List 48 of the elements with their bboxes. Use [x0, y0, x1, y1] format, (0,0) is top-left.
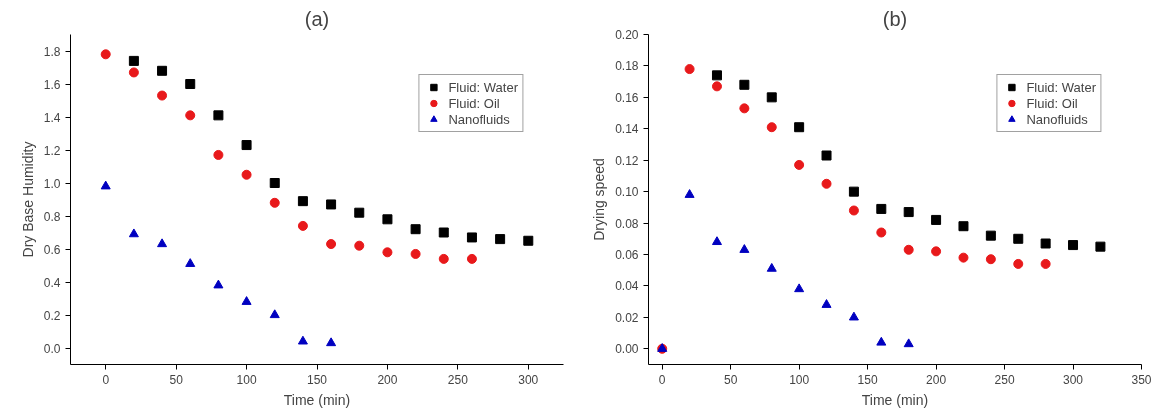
y-axis-title: Drying speed: [591, 158, 608, 241]
y-tick-label: 0.10: [615, 185, 639, 200]
x-tick-label: 300: [1063, 372, 1084, 387]
x-tick-label: 50: [723, 372, 738, 387]
y-tick-label: 1.6: [43, 77, 61, 92]
x-tick-label: 100: [789, 372, 810, 387]
y-axis-title: Dry Base Humidity: [19, 141, 36, 258]
x-axis-title: Time (min): [283, 391, 351, 408]
x-tick-label: 150: [306, 372, 328, 387]
y-tick-label: 0.18: [615, 59, 639, 74]
y-tick-label: 0.12: [615, 153, 639, 168]
legend-label: Fluid: Water: [448, 79, 518, 95]
y-tick-label: 0.08: [615, 216, 639, 231]
x-tick-label: 250: [447, 372, 469, 387]
x-tick-label: 50: [169, 372, 184, 387]
y-tick-label: 0.06: [615, 248, 639, 262]
legend-label: Fluid: Water: [1026, 79, 1096, 95]
y-tick-label: 1.0: [43, 176, 61, 191]
x-tick-label: 200: [377, 372, 398, 387]
x-tick-label: 0: [102, 372, 110, 387]
legend-label: Nanofluids: [1026, 111, 1088, 127]
y-tick-label: 0.02: [615, 310, 639, 325]
y-tick-label: 0.2: [43, 308, 61, 323]
x-tick-label: 350: [1131, 372, 1152, 387]
legend-label: Nanofluids: [448, 111, 510, 127]
x-tick-label: 0: [658, 372, 666, 387]
y-tick-label: 0.0: [43, 341, 61, 356]
y-tick-label: 1.4: [43, 110, 61, 125]
y-tick-label: 0.00: [615, 342, 639, 357]
y-tick-label: 1.2: [43, 143, 61, 158]
y-tick-label: 1.8: [43, 44, 61, 59]
legend-label: Fluid: Oil: [448, 95, 500, 111]
chart-title: (b): [882, 7, 908, 30]
legend-label: Fluid: Oil: [1026, 95, 1078, 111]
x-tick-label: 250: [994, 372, 1015, 387]
x-tick-label: 200: [926, 372, 947, 387]
x-axis-title: Time (min): [861, 391, 929, 408]
y-tick-label: 0.8: [43, 209, 61, 224]
y-tick-label: 0.16: [615, 90, 639, 105]
x-tick-label: 300: [518, 372, 539, 387]
x-tick-label: 100: [236, 372, 257, 387]
y-tick-label: 0.4: [43, 275, 61, 290]
x-tick-label: 150: [857, 372, 878, 387]
chart-title: (a): [304, 7, 330, 30]
y-tick-label: 0.04: [615, 279, 639, 294]
y-tick-label: 0.6: [43, 242, 61, 257]
y-tick-label: 0.14: [615, 122, 639, 137]
y-tick-label: 0.20: [615, 28, 639, 42]
